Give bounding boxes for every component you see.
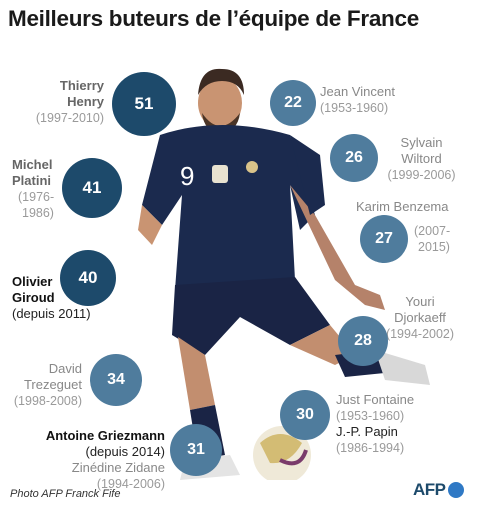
label-trezeguet: David Trezeguet (1998-2008) bbox=[13, 361, 82, 408]
label-zidane: Zinédine Zidane (1994-2006) bbox=[71, 460, 165, 491]
label-platini: Michel Platini (1976- 1986) bbox=[12, 157, 55, 220]
bubble-griezmann: 31 bbox=[170, 424, 222, 476]
label-vincent: Jean Vincent (1953-1960) bbox=[320, 84, 395, 115]
label-griezmann: Antoine Griezmann (depuis 2014) bbox=[45, 428, 165, 459]
afp-logo-dot-icon bbox=[447, 482, 464, 498]
page-title: Meilleurs buteurs de l’équipe de France bbox=[8, 6, 419, 31]
bubble-vincent: 22 bbox=[270, 80, 316, 126]
bubble-giroud: 40 bbox=[60, 250, 116, 306]
player-photo: 9 bbox=[138, 68, 430, 480]
label-djorkaeff: Youri Djorkaeff (1994-2002) bbox=[385, 294, 455, 341]
bubble-henry: 51 bbox=[112, 72, 176, 136]
bubble-wiltord: 26 bbox=[330, 134, 378, 182]
label-wiltord: Karim Benzema Sylvain Wiltord (1999-2006… bbox=[387, 135, 456, 182]
label-benzema-years: (2007- 2015) bbox=[414, 224, 451, 254]
bubble-trezeguet: 34 bbox=[90, 354, 142, 406]
bubble-djorkaeff: 28 bbox=[338, 316, 388, 366]
bubble-platini: 41 bbox=[62, 158, 122, 218]
label-benzema: Karim Benzema bbox=[356, 199, 449, 214]
photo-credit: Photo AFP Franck Fife bbox=[10, 488, 121, 500]
shirt-number: 9 bbox=[180, 161, 194, 191]
label-fontaine: Just Fontaine (1953-1960) J.-P. Papin (1… bbox=[336, 392, 415, 455]
bubble-fontaine-papin: 30 bbox=[280, 390, 330, 440]
label-henry: Thierry Henry (1997-2010) bbox=[35, 78, 104, 125]
bubble-benzema: 27 bbox=[360, 215, 408, 263]
afp-logo-text: AFP bbox=[413, 480, 446, 499]
afp-logo: AFP bbox=[413, 480, 464, 500]
label-giroud: Olivier Giroud (depuis 2011) bbox=[12, 274, 91, 321]
